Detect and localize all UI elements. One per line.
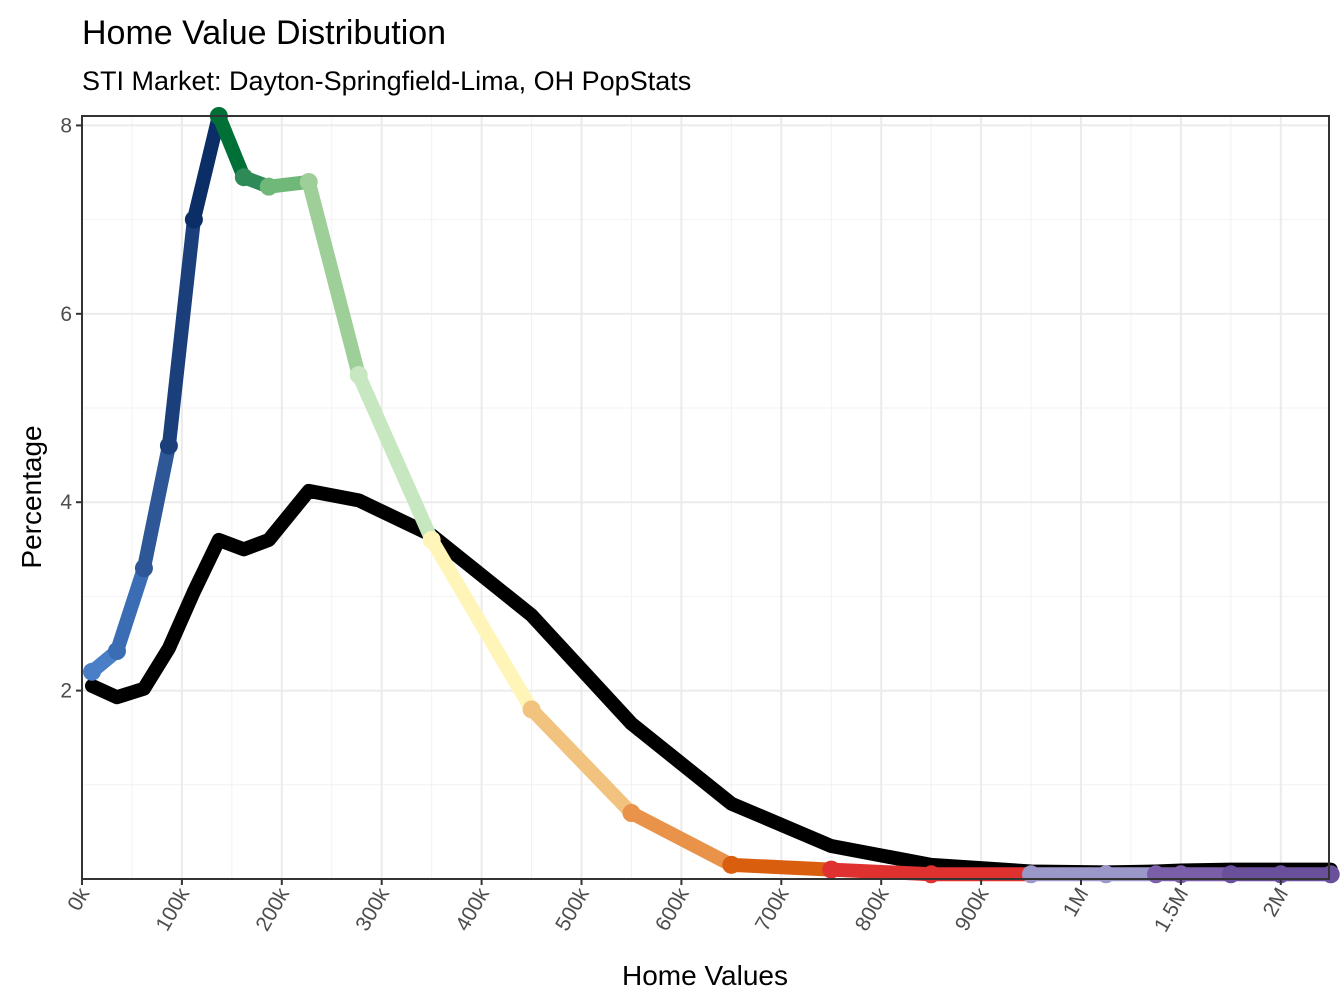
- data-point-market: [1221, 865, 1240, 884]
- grid-major: [81, 116, 1329, 879]
- series-segment-market: [161, 212, 201, 453]
- y-axis: 2 4 6 8: [60, 114, 82, 703]
- data-point-market: [922, 865, 941, 884]
- y-tick-label: 6: [60, 303, 72, 326]
- series-segment-market: [109, 561, 151, 659]
- y-axis-title: Percentage: [16, 425, 47, 568]
- x-tick-label: 1M: [1059, 884, 1094, 921]
- data-point-market: [1321, 865, 1340, 884]
- data-point-market: [134, 559, 153, 578]
- x-axis: 0k 100k 200k 300k 400k 500k 600k 700k 800k 900k 1M…: [63, 879, 1293, 936]
- grid-minor: [82, 116, 1329, 879]
- y-tick-label: 4: [60, 491, 72, 514]
- y-tick-label: 8: [60, 114, 72, 137]
- x-axis-title: Home Values: [622, 960, 788, 991]
- x-tick-label: 200k: [251, 884, 294, 935]
- x-tick-label: 600k: [651, 884, 694, 935]
- data-point-market: [622, 804, 641, 823]
- series-segment-market: [136, 438, 176, 576]
- x-tick-label: 0k: [63, 884, 94, 915]
- x-tick-label: 300k: [351, 884, 394, 935]
- x-tick-label: 1.5M: [1150, 884, 1193, 936]
- chart-title: Home Value Distribution: [82, 14, 446, 52]
- x-tick-label: 900k: [951, 884, 994, 935]
- data-point-market: [234, 168, 253, 187]
- data-point-market: [82, 662, 101, 681]
- series-segment-market: [301, 174, 366, 383]
- data-point-market: [722, 855, 741, 874]
- data-point-market: [184, 210, 203, 229]
- series-layer: [82, 107, 1340, 884]
- x-tick-label: 100k: [152, 884, 195, 935]
- series-segment-market: [186, 109, 226, 227]
- data-point-market: [299, 172, 318, 191]
- data-point-market: [1096, 865, 1115, 884]
- data-point-market: [522, 700, 541, 719]
- x-tick-label: 2M: [1259, 884, 1294, 921]
- data-point-market: [349, 366, 368, 385]
- series-segment-market: [351, 368, 439, 547]
- series-line-benchmark: [84, 483, 1338, 880]
- y-tick-label: 2: [60, 680, 72, 703]
- chart-subtitle: STI Market: Dayton-Springfield-Lima, OH …: [82, 66, 691, 96]
- data-point-market: [259, 177, 278, 196]
- x-tick-label: 700k: [751, 884, 794, 935]
- series-segment-market: [211, 109, 251, 185]
- data-point-market: [1022, 865, 1041, 884]
- series-segment-market: [624, 806, 739, 872]
- data-point-market: [107, 642, 126, 661]
- x-tick-label: 400k: [451, 884, 494, 935]
- data-point-market: [1146, 865, 1165, 884]
- series-segment-market: [724, 857, 839, 877]
- data-point-market: [422, 530, 441, 549]
- panel-border: [81, 115, 1330, 880]
- series-segment-market: [824, 862, 939, 882]
- x-tick-label: 800k: [851, 884, 894, 935]
- x-tick-label: 500k: [551, 884, 594, 935]
- data-point-market: [822, 860, 841, 879]
- series-segment-market: [424, 532, 539, 717]
- series-segment-market: [524, 702, 639, 821]
- data-point-market: [159, 436, 178, 455]
